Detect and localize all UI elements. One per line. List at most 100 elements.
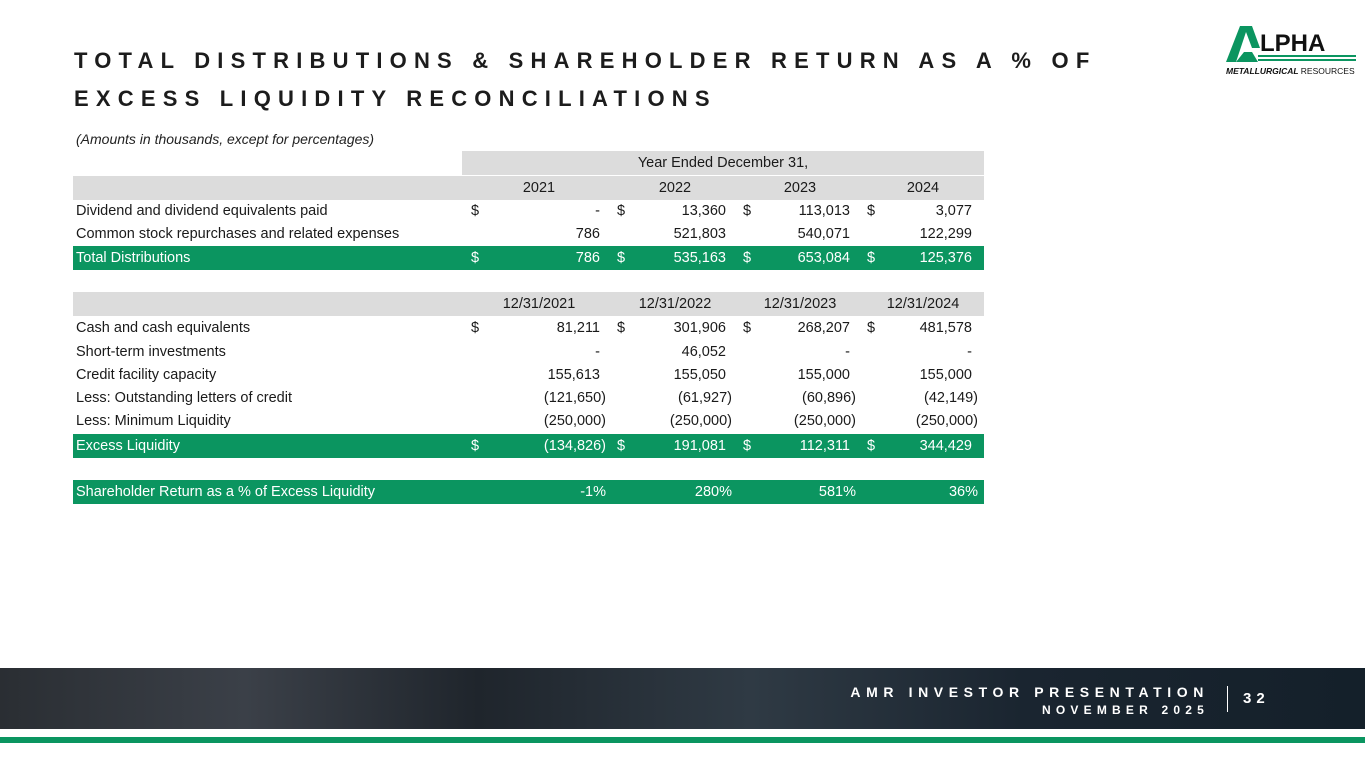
value-cell: (250,000): [466, 409, 612, 433]
value: (250,000): [543, 413, 606, 429]
value-cell: $191,081: [612, 434, 738, 458]
value: (250,000): [793, 413, 856, 429]
table-row: Less: Outstanding letters of credit (121,…: [73, 386, 984, 410]
page-title: TOTAL DISTRIBUTIONS & SHAREHOLDER RETURN…: [74, 48, 1097, 111]
value: 535,163: [673, 250, 726, 266]
value: -: [595, 203, 600, 219]
value: 46,052: [681, 344, 726, 360]
dollar-sign: $: [471, 250, 480, 266]
value: 786: [575, 226, 600, 242]
table-row: Credit facility capacity 155,613 155,050 15…: [73, 363, 984, 387]
row-label: Common stock repurchases and related exp…: [76, 226, 400, 242]
value: 13,360: [681, 203, 726, 219]
value: -1%: [580, 484, 606, 500]
amounts-note: (Amounts in thousands, except for percen…: [76, 131, 375, 147]
green-rule: [0, 737, 1365, 743]
value-cell: -: [862, 340, 984, 364]
value-cell: (61,927): [612, 386, 738, 410]
footer-divider: [1227, 686, 1228, 712]
value: (250,000): [669, 413, 732, 429]
value: (61,927): [677, 390, 732, 406]
value: 155,613: [547, 367, 600, 383]
value: -: [595, 344, 600, 360]
dollar-sign: $: [743, 320, 752, 336]
dollar-sign: $: [743, 203, 752, 219]
dollar-sign: $: [867, 438, 876, 454]
value: 280%: [694, 484, 732, 500]
value: 125,376: [919, 250, 972, 266]
value: (42,149): [923, 390, 978, 406]
footer-title: AMR INVESTOR PRESENTATION: [850, 684, 1209, 700]
dollar-sign: $: [743, 250, 752, 266]
dollar-sign: $: [471, 320, 480, 336]
table-row: Less: Minimum Liquidity (250,000) (250,000…: [73, 409, 984, 433]
value-cell: 155,000: [738, 363, 862, 387]
value-cell: $301,906: [612, 316, 738, 340]
row-label: Total Distributions: [76, 250, 191, 266]
column-header: 12/31/2024: [886, 296, 960, 312]
value-cell: 36%: [862, 480, 984, 504]
value-cell: $344,429: [862, 434, 984, 458]
total-row: Excess Liquidity $ (134,826) $191,081 $112,3…: [73, 434, 984, 458]
value: 786: [575, 250, 600, 266]
value-cell: (121,650): [466, 386, 612, 410]
column-header-row: 12/31/2021 12/31/2022 12/31/2023 12/31/2024: [73, 292, 984, 316]
value: (250,000): [915, 413, 978, 429]
value-cell: $268,207: [738, 316, 862, 340]
value-cell: 46,052: [612, 340, 738, 364]
value-cell: $481,578: [862, 316, 984, 340]
value: 36%: [948, 484, 978, 500]
value: 268,207: [797, 320, 850, 336]
svg-text:LPHA: LPHA: [1260, 30, 1325, 57]
total-row: Total Distributions $786 $535,163 $653,084 $…: [73, 246, 984, 270]
column-header: 2021: [522, 180, 556, 196]
dollar-sign: $: [867, 250, 876, 266]
value: 301,906: [673, 320, 726, 336]
dollar-sign: $: [617, 203, 626, 219]
row-label: Cash and cash equivalents: [76, 320, 251, 336]
row-label: Credit facility capacity: [76, 367, 217, 383]
value: 112,311: [799, 438, 850, 454]
value: (60,896): [801, 390, 856, 406]
value-cell: 155,613: [466, 363, 612, 387]
value: 540,071: [797, 226, 850, 242]
column-header: 2024: [906, 180, 940, 196]
row-label: Less: Minimum Liquidity: [76, 413, 231, 429]
header-spacer: [73, 292, 466, 316]
footer-date: NOVEMBER 2025: [1042, 703, 1209, 717]
value-cell: (250,000): [738, 409, 862, 433]
dollar-sign: $: [743, 438, 752, 454]
value-cell: 155,000: [862, 363, 984, 387]
value-cell: 280%: [612, 480, 738, 504]
dollar-sign: $: [617, 250, 626, 266]
dollar-sign: $: [471, 438, 480, 454]
value: 521,803: [673, 226, 726, 242]
dollar-sign: $: [867, 320, 876, 336]
value-cell: 786: [466, 222, 612, 246]
value-cell: 122,299: [862, 222, 984, 246]
page-number: 32: [1243, 690, 1270, 707]
value: -: [845, 344, 850, 360]
table-row: Cash and cash equivalents $81,211 $301,906…: [73, 316, 984, 340]
value-cell: 540,071: [738, 222, 862, 246]
value: 481,578: [919, 320, 972, 336]
value-cell: -1%: [466, 480, 612, 504]
value-cell: (42,149): [862, 386, 984, 410]
column-header-row: 2021 2022 2023 2024: [73, 176, 984, 200]
value: 191,081: [673, 438, 726, 454]
value: 155,000: [797, 367, 850, 383]
value: 344,429: [919, 438, 972, 454]
value-cell: $786: [466, 246, 612, 270]
value: 155,050: [673, 367, 726, 383]
value: -: [967, 344, 972, 360]
value-cell: $ -: [466, 199, 612, 223]
year-ended-header: Year Ended December 31,: [462, 151, 984, 175]
value: 81,211: [556, 320, 600, 336]
value-cell: $13,360: [612, 199, 738, 223]
value-cell: (250,000): [862, 409, 984, 433]
table-row: Common stock repurchases and related exp…: [73, 222, 984, 246]
shareholder-return-row: Shareholder Return as a % of Excess Liqu…: [73, 480, 984, 504]
column-header: 2023: [783, 180, 817, 196]
value-cell: (60,896): [738, 386, 862, 410]
value-cell: 155,050: [612, 363, 738, 387]
